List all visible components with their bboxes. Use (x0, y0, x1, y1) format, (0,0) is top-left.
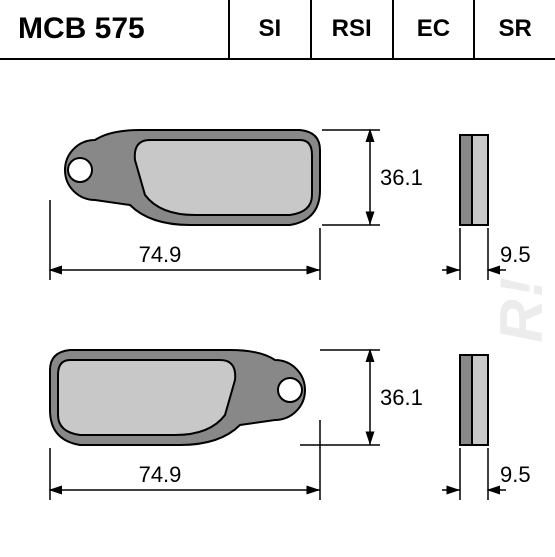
brake-pad-1 (65, 130, 488, 225)
suffix-rsi: RSI (312, 0, 394, 58)
header-row: MCB 575 SI RSI EC SR (0, 0, 555, 60)
dim-pad2-thickness-value: 9.5 (500, 462, 531, 487)
dim-pad1-thickness: 9.5 (442, 228, 531, 280)
dim-pad2-thickness: 9.5 (442, 448, 531, 500)
diagram-container: MCB 575 SI RSI EC SR (0, 0, 555, 555)
dim-pad2-height-value: 36.1 (380, 385, 423, 410)
dim-pad1-thickness-value: 9.5 (500, 242, 531, 267)
drawing-svg: 36.1 74.9 9.5 (0, 60, 555, 557)
suffix-sr: SR (475, 0, 555, 58)
part-number: MCB 575 (0, 0, 230, 58)
dim-pad1-height: 36.1 (322, 130, 423, 225)
suffix-ec: EC (394, 0, 476, 58)
dim-pad2-width-value: 74.9 (139, 462, 182, 487)
dim-pad1-width-value: 74.9 (139, 242, 182, 267)
suffix-si: SI (230, 0, 312, 58)
dim-pad2-height: 36.1 (300, 350, 423, 445)
drawing-canvas: 36.1 74.9 9.5 (0, 60, 555, 557)
dim-pad1-height-value: 36.1 (380, 165, 423, 190)
